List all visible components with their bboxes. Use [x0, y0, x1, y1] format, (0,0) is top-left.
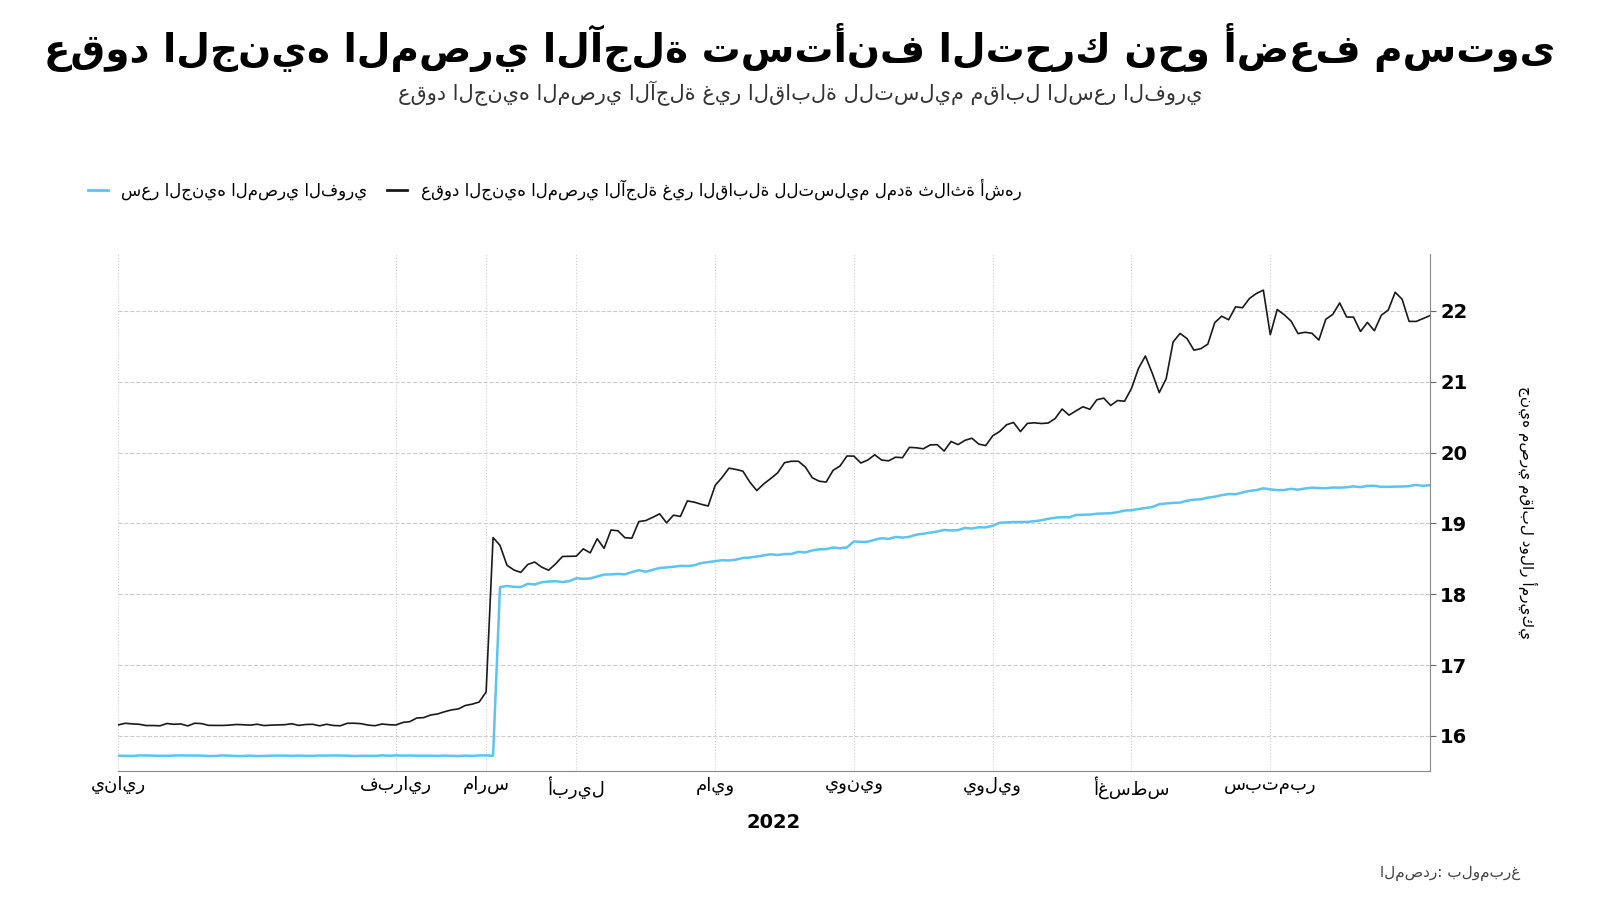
Text: عقود الجنيه المصري الآجلة غير القابلة للتسليم مقابل السعر الفوري: عقود الجنيه المصري الآجلة غير القابلة لل… — [398, 81, 1202, 106]
Text: المصدر: بلومبرغ: المصدر: بلومبرغ — [1379, 866, 1520, 881]
Text: عقود الجنيه المصري الآجلة تستأنف التحرك نحو أضعف مستوى: عقود الجنيه المصري الآجلة تستأنف التحرك … — [45, 23, 1555, 71]
X-axis label: 2022: 2022 — [747, 813, 802, 832]
Y-axis label: جنيه مصري مقابل دولار أمريكي: جنيه مصري مقابل دولار أمريكي — [1518, 387, 1538, 640]
Legend: سعر الجنيه المصري الفوري, عقود الجنيه المصري الآجلة غير القابلة للتسليم لمدة ثلا: سعر الجنيه المصري الفوري, عقود الجنيه ال… — [82, 172, 1029, 207]
